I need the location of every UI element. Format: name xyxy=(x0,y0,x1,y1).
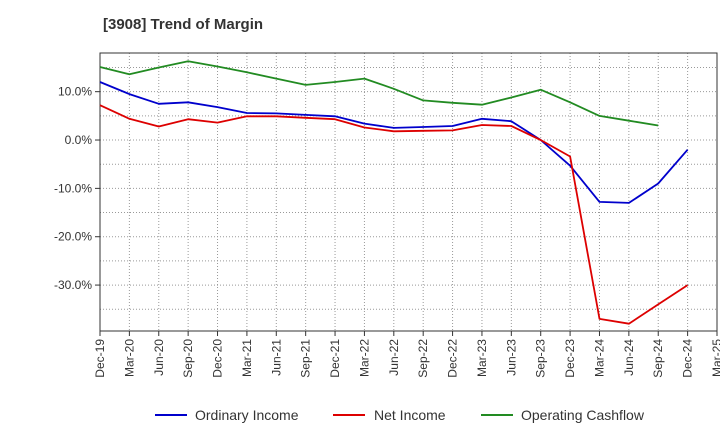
legend-label-net-income: Net Income xyxy=(374,407,446,423)
x-tick-label: Mar-23 xyxy=(475,339,489,377)
grid-layer xyxy=(100,53,717,331)
x-tick-label: Dec-19 xyxy=(93,339,107,378)
x-tick-label: Sep-21 xyxy=(299,339,313,378)
x-tick-label: Sep-24 xyxy=(651,339,665,378)
legend: Ordinary Income Net Income Operating Cashf… xyxy=(155,407,645,423)
x-tick-label: Dec-20 xyxy=(211,339,225,378)
legend-label-operating-cashflow: Operating Cashflow xyxy=(521,407,645,423)
x-tick-label: Jun-23 xyxy=(504,339,518,376)
series-layer xyxy=(99,60,689,325)
x-tick-label: Jun-20 xyxy=(152,339,166,376)
x-tick-label: Mar-20 xyxy=(122,339,136,377)
y-tick-label: 10.0% xyxy=(58,85,92,99)
operating-cashflow-line xyxy=(99,60,659,127)
chart-title: [3908] Trend of Margin xyxy=(103,16,264,33)
x-tick-label: Sep-20 xyxy=(181,339,195,378)
y-tick-label: -10.0% xyxy=(54,181,92,195)
x-tick-label: Dec-23 xyxy=(563,339,577,378)
x-tick-label: Jun-24 xyxy=(622,339,636,376)
plot-frame xyxy=(99,52,718,332)
x-tick-label: Dec-22 xyxy=(446,339,460,378)
x-tick-label: Mar-21 xyxy=(240,339,254,377)
legend-label-ordinary-income: Ordinary Income xyxy=(195,407,299,423)
x-tick-label: Sep-22 xyxy=(416,339,430,378)
y-tick-label: -30.0% xyxy=(54,278,92,292)
x-tick-label: Dec-24 xyxy=(681,339,695,378)
x-tick-label: Jun-22 xyxy=(387,339,401,376)
axis-layer: 10.0% 0.0% -10.0% -20.0% -30.0% Dec-19 Mar-20 J… xyxy=(54,52,720,378)
x-tick-label: Sep-23 xyxy=(534,339,548,378)
x-tick-label: Mar-24 xyxy=(592,339,606,377)
x-tick-label: Jun-21 xyxy=(269,339,283,376)
y-tick-label: -20.0% xyxy=(54,230,92,244)
ordinary-income-line xyxy=(99,81,689,204)
x-tick-label: Mar-22 xyxy=(357,339,371,377)
x-tick-label: Dec-21 xyxy=(328,339,342,378)
x-tick-label: Mar-25 xyxy=(710,339,720,377)
net-income-line xyxy=(99,104,689,325)
y-tick-label: 0.0% xyxy=(65,133,93,147)
